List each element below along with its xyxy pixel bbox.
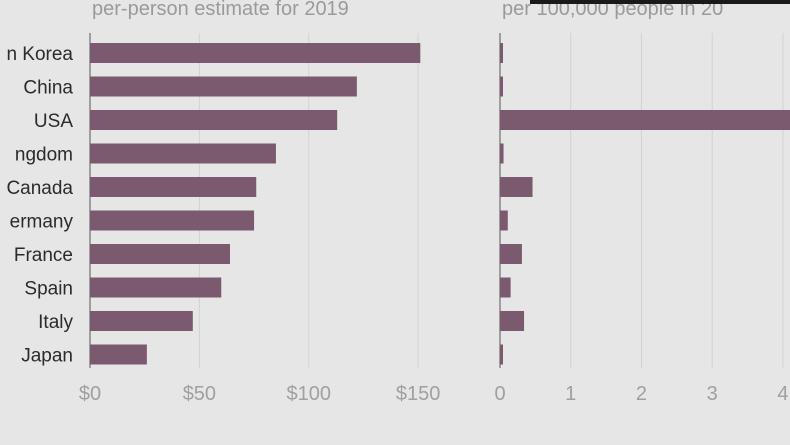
tick-label-1-2: $100: [287, 383, 332, 405]
category-label: Canada: [6, 178, 73, 199]
tick-label-2-2: 2: [636, 383, 647, 405]
category-label: Italy: [38, 312, 73, 333]
bar-2-2: [500, 110, 790, 130]
category-label: USA: [34, 111, 73, 132]
tick-label-2-3: 3: [707, 383, 718, 405]
bar-1-3: [90, 143, 276, 164]
tick-label-2-4: 4: [777, 383, 788, 405]
category-label: ngdom: [15, 145, 73, 166]
bar-2-8: [500, 311, 525, 331]
bar-2-3: [500, 143, 504, 164]
chart-subtitle-1: per-person estimate for 2019: [92, 0, 349, 20]
bar-2-6: [500, 244, 522, 264]
bar-2-4: [500, 177, 533, 197]
category-label: France: [14, 245, 73, 266]
category-label: China: [23, 78, 73, 99]
category-label: n Korea: [6, 44, 73, 65]
category-label: Japan: [21, 346, 73, 367]
bar-1-4: [90, 177, 257, 197]
bar-2-0: [500, 43, 503, 63]
bar-1-7: [90, 277, 222, 298]
chart-subtitle-2: per 100,000 people in 20: [502, 0, 723, 20]
bar-1-1: [90, 76, 357, 97]
bar-1-5: [90, 210, 255, 231]
bar-2-7: [500, 277, 511, 298]
bar-2-5: [500, 210, 508, 231]
tick-label-1-0: $0: [79, 383, 101, 405]
bar-1-6: [90, 244, 230, 264]
text-layer: per-person estimate for 2019 $0 $50 $100 $15…: [6, 0, 788, 405]
bar-1-0: [90, 43, 421, 63]
tick-label-1-3: $150: [396, 383, 441, 405]
tick-label-2-0: 0: [494, 383, 505, 405]
bar-1-9: [90, 344, 147, 365]
tick-label-2-1: 1: [565, 383, 576, 405]
bar-2-9: [500, 344, 503, 365]
top-edge-bar: [530, 0, 790, 4]
tick-label-1-1: $50: [183, 383, 216, 405]
bar-1-8: [90, 311, 193, 331]
bar-1-2: [90, 110, 338, 130]
category-label: ermany: [10, 212, 74, 233]
category-label: Spain: [24, 279, 73, 300]
bar-2-1: [500, 76, 503, 97]
bars-layer: [90, 43, 790, 365]
